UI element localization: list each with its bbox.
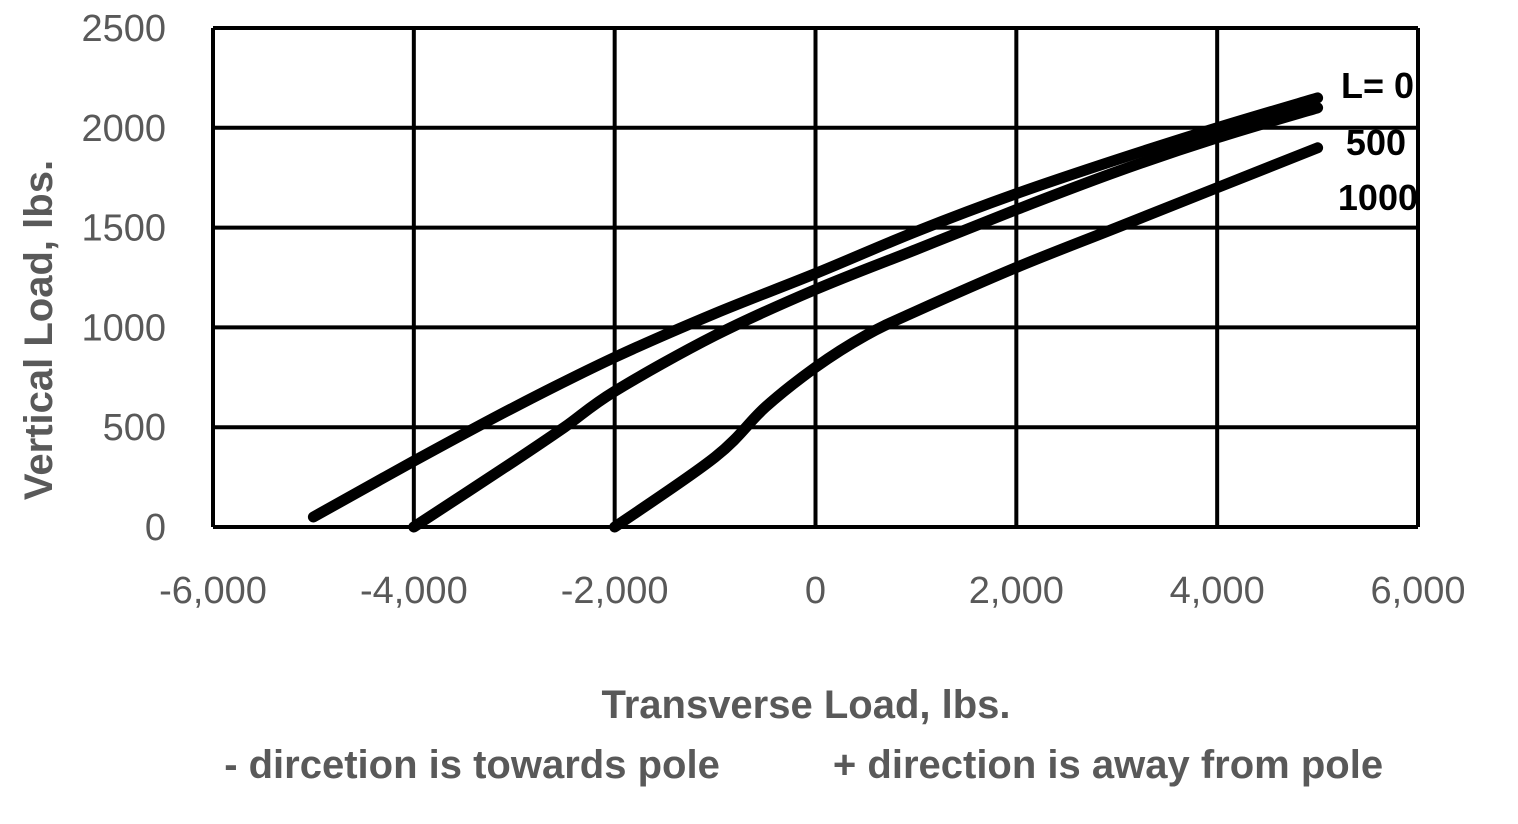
series-label-l0: L= 0 — [1341, 65, 1414, 106]
x-tick-label: 4,000 — [1170, 570, 1265, 612]
x-tick-label: -6,000 — [159, 570, 267, 612]
gridlines — [211, 26, 1420, 529]
series-labels: L= 0 500 1000 — [1338, 65, 1418, 218]
x-axis-title: Transverse Load, lbs. — [601, 683, 1010, 727]
y-tick-label: 1000 — [81, 307, 166, 349]
series-label-500: 500 — [1346, 122, 1406, 163]
x-tick-label: 2,000 — [969, 570, 1064, 612]
y-tick-label: 1500 — [81, 208, 166, 250]
y-tick-label: 2500 — [81, 8, 166, 50]
series-line-500 — [408, 102, 1324, 533]
y-tick-label: 2000 — [81, 108, 166, 150]
x-tick-label: 0 — [805, 570, 826, 612]
y-tick-label: 500 — [103, 407, 166, 449]
note-positive-direction: + direction is away from pole — [833, 743, 1383, 787]
series-line-l0 — [307, 92, 1324, 523]
x-axis-tick-labels: -6,000 -4,000 -2,000 0 2,000 4,000 6,000 — [159, 570, 1465, 612]
note-negative-direction: - dircetion is towards pole — [224, 743, 720, 787]
y-axis-title: Vertical Load, lbs. — [17, 160, 61, 500]
x-tick-label: -4,000 — [360, 570, 468, 612]
x-tick-label: 6,000 — [1370, 570, 1465, 612]
x-tick-label: -2,000 — [561, 570, 669, 612]
y-tick-label: 0 — [145, 507, 166, 549]
series-lines — [307, 92, 1324, 533]
y-axis-tick-labels: 0 500 1000 1500 2000 2500 — [81, 8, 166, 549]
series-line-1000 — [609, 142, 1324, 533]
series-label-1000: 1000 — [1338, 177, 1418, 218]
